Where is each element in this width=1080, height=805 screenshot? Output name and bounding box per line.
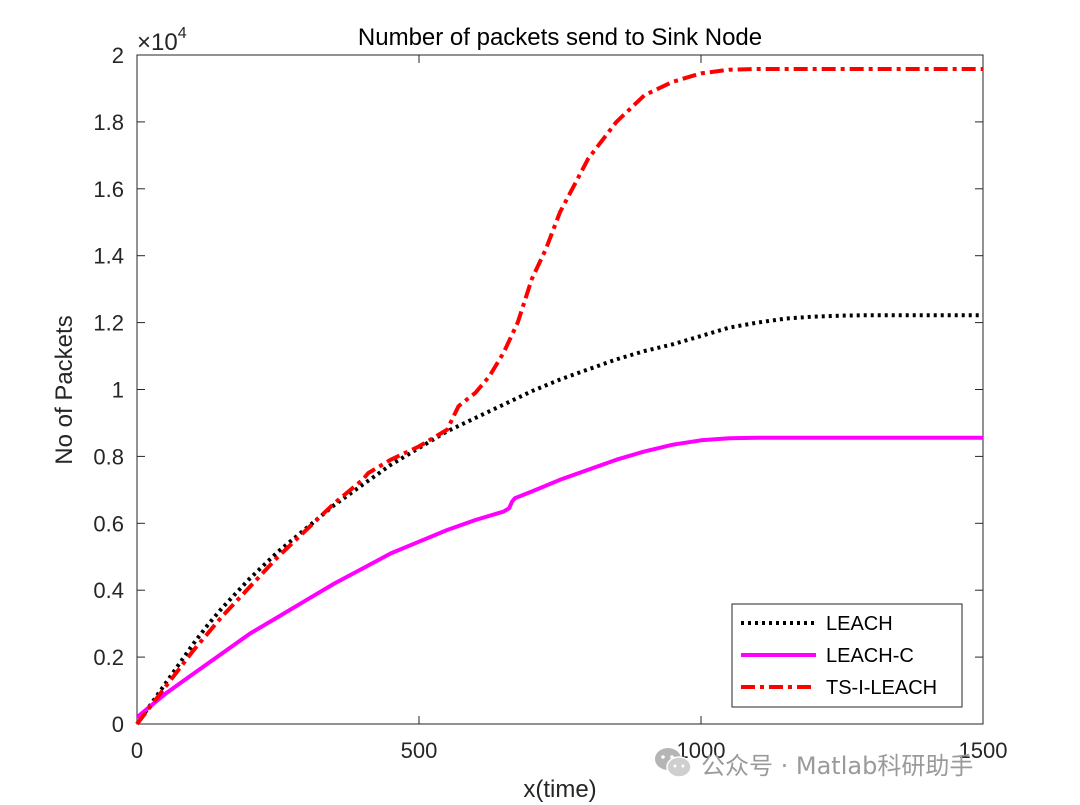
y-tick-label: 0.6 [93, 511, 124, 536]
legend-label: LEACH-C [826, 645, 914, 667]
y-tick-label: 1.2 [93, 311, 124, 336]
y-tick-label: 0.2 [93, 645, 124, 670]
wechat-icon [655, 748, 692, 778]
legend-label: LEACH [826, 613, 893, 635]
y-tick-label: 1.4 [93, 244, 124, 269]
y-tick-label: 0.8 [93, 444, 124, 469]
axis-labels: Number of packets send to Sink Node x(ti… [51, 24, 762, 803]
x-tick-label: 0 [131, 738, 143, 763]
y-exponent-power: 4 [178, 25, 187, 42]
x-axis-label: x(time) [523, 776, 596, 803]
legend-label: TS-I-LEACH [826, 677, 937, 699]
watermark-text: 公众号 · Matlab科研助手 [701, 751, 974, 780]
legend: LEACH LEACH-C TS-I-LEACH [731, 603, 963, 708]
series-line-ts-i-leach [135, 67, 983, 726]
y-tick-label: 0 [112, 712, 124, 737]
y-tick-label: 1.6 [93, 177, 124, 202]
y-tick-label: 1.8 [93, 110, 124, 135]
y-axis-label: No of Packets [51, 315, 78, 464]
chart-title: Number of packets send to Sink Node [358, 24, 762, 51]
watermark: 公众号 · Matlab科研助手 [653, 742, 973, 784]
y-exponent-label: ×104 [137, 25, 187, 56]
x-tick-label: 1500 [959, 738, 1008, 763]
y-exponent-base: ×10 [137, 29, 178, 56]
series-lines [135, 67, 983, 726]
y-tick-label: 1 [112, 378, 124, 403]
x-tick-label: 500 [401, 738, 438, 763]
y-tick-label: 2 [112, 43, 124, 68]
series-line-leach-c [135, 435, 983, 719]
y-tick-label: 0.4 [93, 578, 124, 603]
series-line-leach [135, 313, 983, 726]
